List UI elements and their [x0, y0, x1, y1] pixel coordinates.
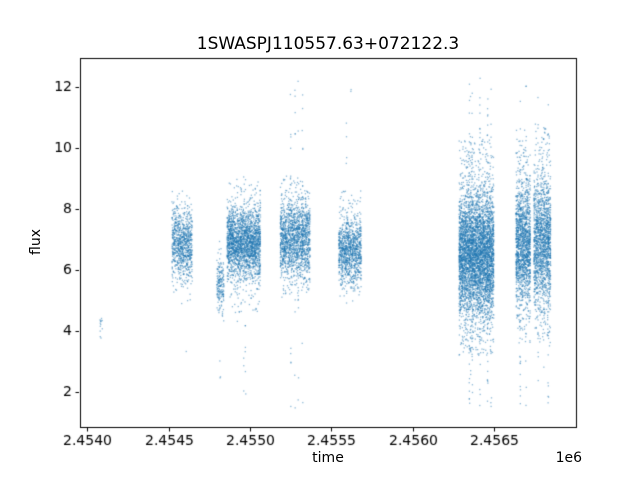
chart-title: 1SWASPJ110557.63+072122.3	[196, 34, 460, 54]
x-axis-offset-label: 1e6	[555, 450, 582, 466]
y-axis-label: flux	[28, 229, 44, 255]
x-axis-label: time	[312, 450, 344, 466]
